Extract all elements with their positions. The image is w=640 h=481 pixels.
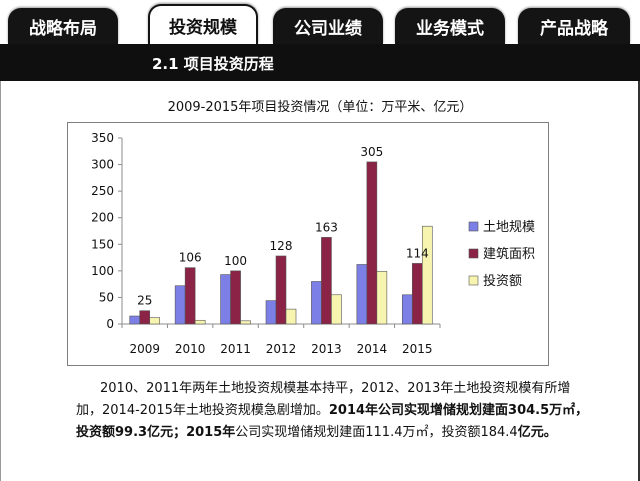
tab-label: 投资规模 xyxy=(169,17,237,38)
bar-0 xyxy=(174,285,186,325)
bar-2 xyxy=(376,271,388,325)
y-tick-label: 50 xyxy=(99,290,114,304)
body-text: 2010、2011年两年土地投资规模基本持平，2012、2013年土地投资规模有… xyxy=(76,378,596,444)
tab-bar: 战略布局 投资规模 公司业绩 业务模式 产品战略 xyxy=(0,0,640,44)
bar-2 xyxy=(194,319,206,325)
body-sentence-3: 公司实现增储规划建面111.4万㎡，投资额184.4 xyxy=(235,425,518,440)
y-tick-label: 300 xyxy=(91,158,114,172)
y-tick-label: 350 xyxy=(91,131,114,145)
bar-0 xyxy=(356,264,368,325)
tab-label: 公司业绩 xyxy=(294,18,362,39)
chart-title: 2009-2015年项目投资情况（单位：万平米、亿元） xyxy=(167,100,473,115)
bar-1 xyxy=(321,237,332,325)
data-label: 305 xyxy=(360,145,383,159)
body-bold-tail: 亿元。 xyxy=(517,425,557,440)
y-tick-label: 200 xyxy=(91,211,114,225)
bar-0 xyxy=(401,294,413,325)
x-tick-label: 2012 xyxy=(266,342,297,356)
body-sentence-1: 2010、2011年两年土地投资规模基本持平，2012、2013年土地投资规模有… xyxy=(76,381,571,418)
y-tick-label: 100 xyxy=(91,264,114,278)
tab-strategy-layout[interactable]: 战略布局 xyxy=(8,8,118,44)
bar-2 xyxy=(149,317,161,325)
bar-1 xyxy=(275,255,287,325)
tab-product-strategy[interactable]: 产品战略 xyxy=(518,8,630,44)
slide-right-border xyxy=(638,81,640,481)
chart-frame xyxy=(67,122,549,366)
data-label: 128 xyxy=(270,239,293,253)
data-label: 106 xyxy=(179,251,202,265)
tab-company-performance[interactable]: 公司业绩 xyxy=(273,8,383,44)
bar-2 xyxy=(421,225,433,325)
bar-1 xyxy=(230,270,241,325)
x-tick-label: 2009 xyxy=(129,342,160,356)
y-tick-label: 150 xyxy=(91,237,114,251)
slide-left-border xyxy=(0,81,1,481)
body-sentence-2: 2014年公司实现增储规划建面304.5万㎡，投资额99.3亿元； xyxy=(76,403,589,440)
tab-label: 业务模式 xyxy=(416,18,484,39)
bar-0 xyxy=(129,315,141,325)
body-paragraph: 2010、2011年两年土地投资规模基本持平，2012、2013年土地投资规模有… xyxy=(76,378,596,444)
tab-business-model[interactable]: 业务模式 xyxy=(395,8,505,44)
section-title: 2.1 项目投资历程 xyxy=(152,55,274,73)
data-label: 163 xyxy=(315,220,338,234)
bar-2 xyxy=(285,308,297,325)
bar-0 xyxy=(265,300,277,325)
bar-0 xyxy=(220,274,231,325)
data-label: 25 xyxy=(137,294,152,308)
tab-investment-scale[interactable]: 投资规模 xyxy=(148,4,258,44)
x-tick-label: 2011 xyxy=(220,342,251,356)
legend-label: 土地规模 xyxy=(483,220,535,235)
y-tick-label: 250 xyxy=(91,184,114,198)
legend-label: 投资额 xyxy=(483,273,522,289)
tab-label: 战略布局 xyxy=(29,18,97,39)
data-label: 100 xyxy=(224,254,247,268)
x-tick-label: 2010 xyxy=(175,342,206,356)
tab-label: 产品战略 xyxy=(540,18,608,39)
section-header-bar: 2.1 项目投资历程 xyxy=(0,44,640,81)
legend-label: 建筑面积 xyxy=(483,246,535,262)
bar-2 xyxy=(240,320,251,325)
legend-swatch xyxy=(468,221,479,232)
bar-0 xyxy=(311,281,322,325)
x-tick-label: 2013 xyxy=(311,342,342,356)
bar-1 xyxy=(366,161,378,325)
body-bold-year: 2015年 xyxy=(186,425,236,440)
x-tick-label: 2014 xyxy=(357,342,388,356)
bar-1 xyxy=(411,263,423,325)
bar-1 xyxy=(139,310,151,325)
bar-2 xyxy=(331,294,342,325)
data-label: 114 xyxy=(406,246,429,260)
x-tick-label: 2015 xyxy=(402,342,433,356)
bar-1 xyxy=(184,267,196,325)
y-tick-label: 0 xyxy=(106,317,114,331)
legend-swatch xyxy=(468,275,479,286)
legend-swatch xyxy=(468,248,479,259)
